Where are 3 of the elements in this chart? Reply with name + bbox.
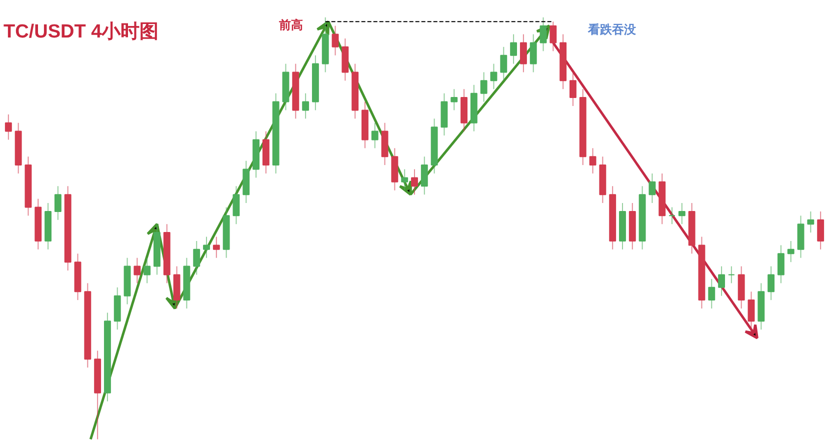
annotation: 前高 (278, 18, 303, 32)
chart-title: TC/USDT 4小时图 (4, 20, 159, 42)
annotation: 看跌吞没 (586, 22, 637, 36)
